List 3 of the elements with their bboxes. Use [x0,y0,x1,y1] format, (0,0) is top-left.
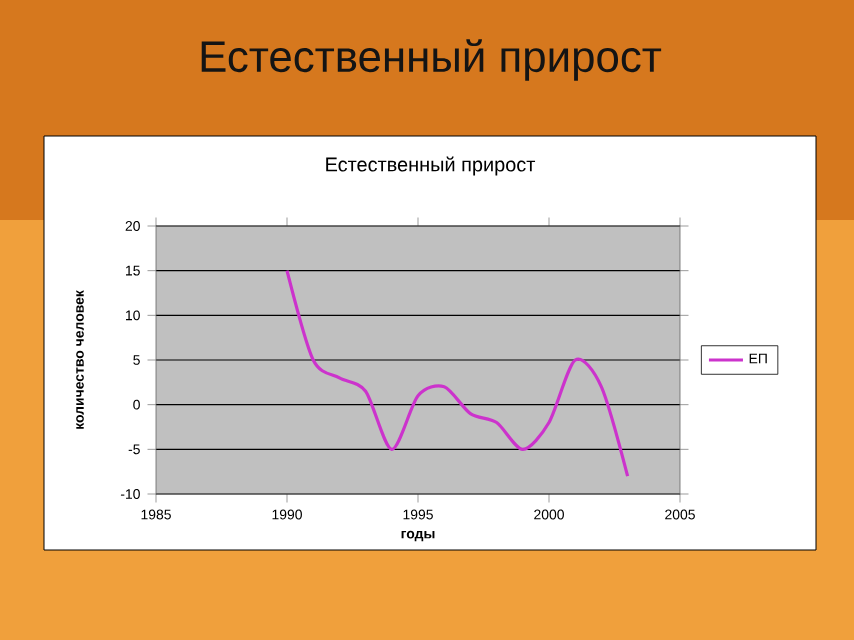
chart-title: Естественный прирост [201,39,662,81]
chart-subtitle: Естественный прирост [326,156,536,176]
line-series [285,269,630,478]
